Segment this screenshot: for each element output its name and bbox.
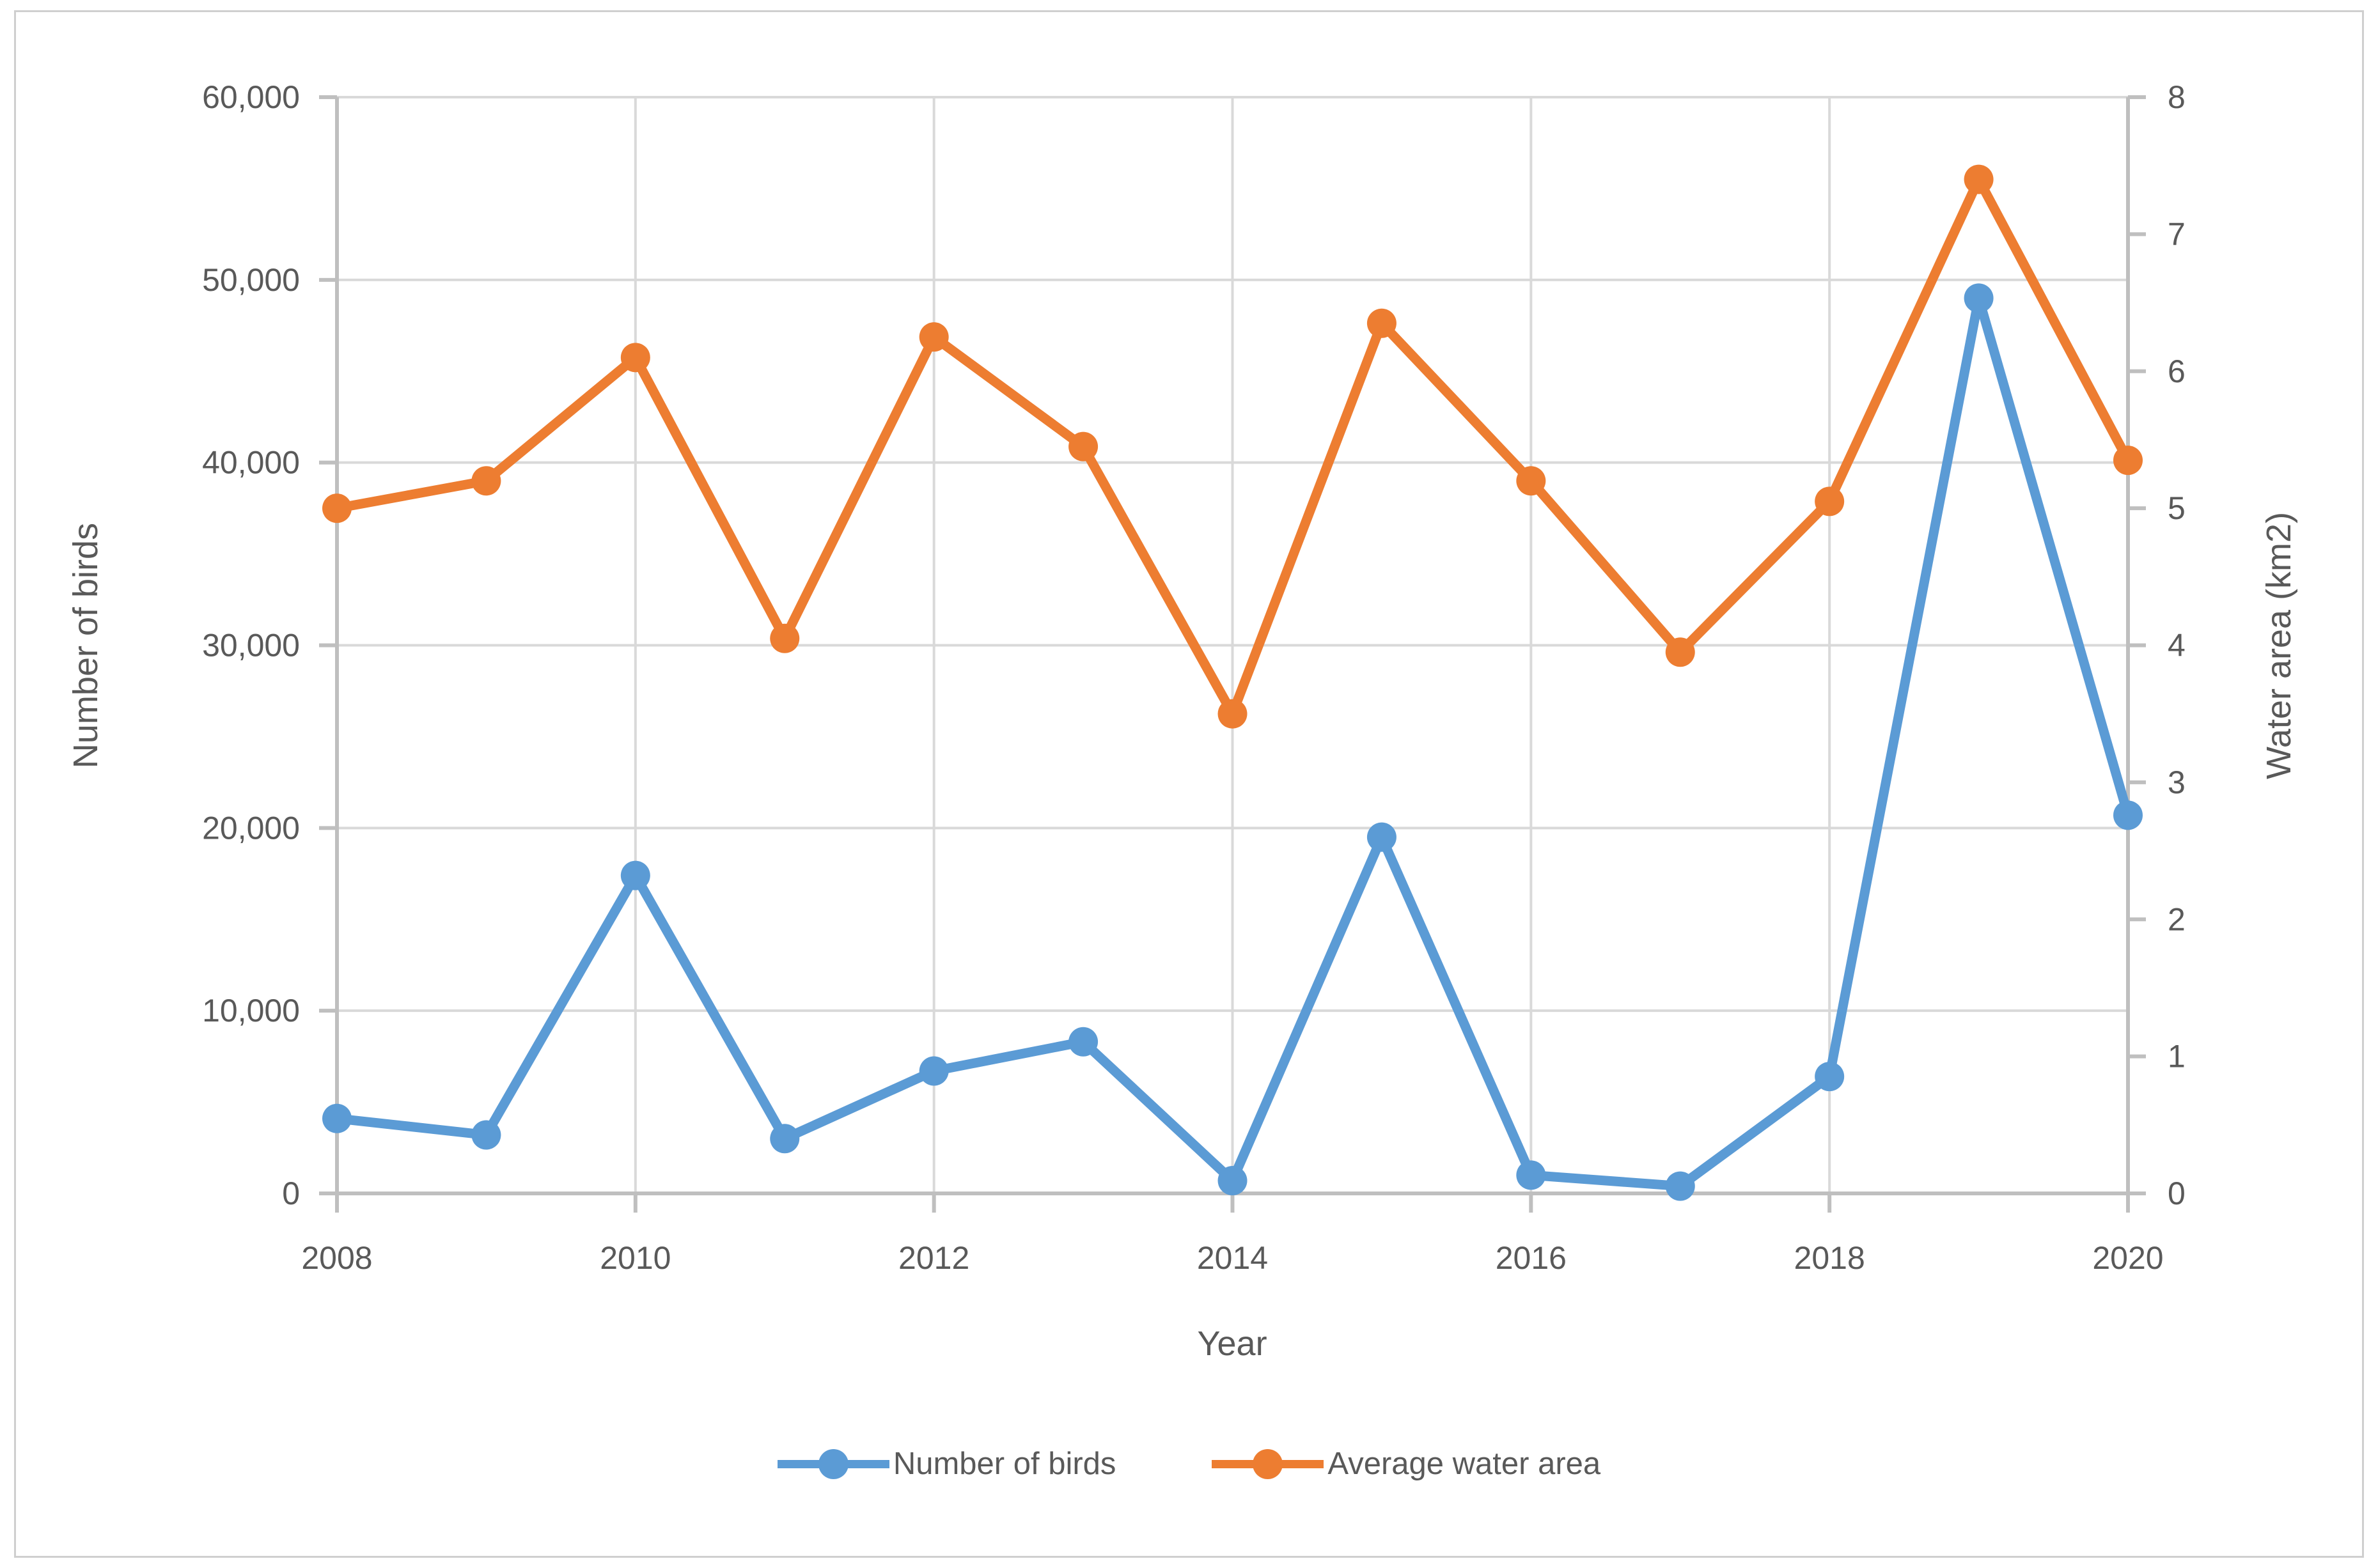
right-tick-label: 2: [2168, 901, 2186, 937]
x-tick-label: 2010: [600, 1240, 671, 1276]
left-tick-label: 30,000: [202, 628, 300, 664]
left-axis-title: Number of birds: [66, 523, 105, 768]
legend-label-number-of-birds: Number of birds: [893, 1447, 1116, 1481]
right-tick-label: 8: [2168, 79, 2186, 115]
data-point-birds: [2113, 800, 2143, 830]
left-tick-label: 60,000: [202, 79, 300, 115]
data-point-birds: [471, 1120, 501, 1150]
data-point-birds: [1665, 1171, 1695, 1201]
legend: Number of birds Average water area: [0, 1446, 2378, 1482]
data-point-birds: [1964, 283, 1994, 313]
data-point-water: [471, 466, 501, 496]
data-point-water: [1815, 486, 1845, 516]
data-point-birds: [919, 1056, 949, 1086]
left-tick-label: 10,000: [202, 993, 300, 1029]
birds-line-marker-icon: [777, 1447, 889, 1480]
data-point-water: [1366, 308, 1396, 338]
x-tick-label: 2016: [1496, 1240, 1567, 1276]
data-point-birds: [1516, 1160, 1546, 1190]
x-tick-label: 2008: [301, 1240, 372, 1276]
data-point-water: [1665, 637, 1695, 667]
data-point-water: [770, 623, 800, 653]
right-tick-label: 0: [2168, 1176, 2186, 1211]
legend-item-number-of-birds: Number of birds: [777, 1446, 1116, 1482]
x-axis-title: Year: [1197, 1324, 1267, 1363]
right-tick-label: 5: [2168, 490, 2186, 526]
right-tick-label: 7: [2168, 216, 2186, 252]
data-point-birds: [770, 1124, 800, 1154]
gridlines: [337, 96, 2128, 1193]
x-tick-label: 2018: [1794, 1240, 1865, 1276]
right-tick-label: 1: [2168, 1039, 2186, 1075]
data-point-water: [1964, 164, 1994, 194]
left-tick-label: 50,000: [202, 262, 300, 298]
data-point-water: [1217, 699, 1248, 729]
legend-item-average-water-area: Average water area: [1212, 1446, 1600, 1482]
data-point-water: [1516, 466, 1546, 496]
data-point-water: [1068, 431, 1099, 462]
data-point-birds: [1815, 1062, 1845, 1092]
x-tick-label: 2020: [2092, 1240, 2163, 1276]
x-tick-label: 2014: [1197, 1240, 1268, 1276]
data-point-birds: [1217, 1165, 1248, 1195]
data-point-water: [919, 322, 949, 352]
left-tick-label: 0: [282, 1176, 300, 1211]
data-point-water: [322, 493, 352, 524]
series-lines: [322, 164, 2143, 1201]
water-line-marker-icon: [1212, 1447, 1324, 1480]
right-axis-title: Water area (km2): [2260, 512, 2298, 779]
x-tick-label: 2012: [898, 1240, 969, 1276]
data-point-birds: [1068, 1027, 1099, 1057]
right-tick-label: 3: [2168, 765, 2186, 800]
right-tick-label: 4: [2168, 628, 2186, 664]
tick-labels: 0 10,000 20,000 30,000 40,000 50,000 60,000 0 1 2…: [202, 79, 2186, 1276]
data-point-birds: [620, 860, 650, 890]
data-point-water: [2113, 446, 2143, 476]
left-tick-label: 40,000: [202, 445, 300, 481]
right-tick-label: 6: [2168, 353, 2186, 389]
legend-label-average-water-area: Average water area: [1327, 1447, 1601, 1481]
data-point-water: [620, 343, 650, 373]
data-point-birds: [322, 1103, 352, 1133]
data-point-birds: [1366, 822, 1396, 852]
left-tick-label: 20,000: [202, 810, 300, 846]
